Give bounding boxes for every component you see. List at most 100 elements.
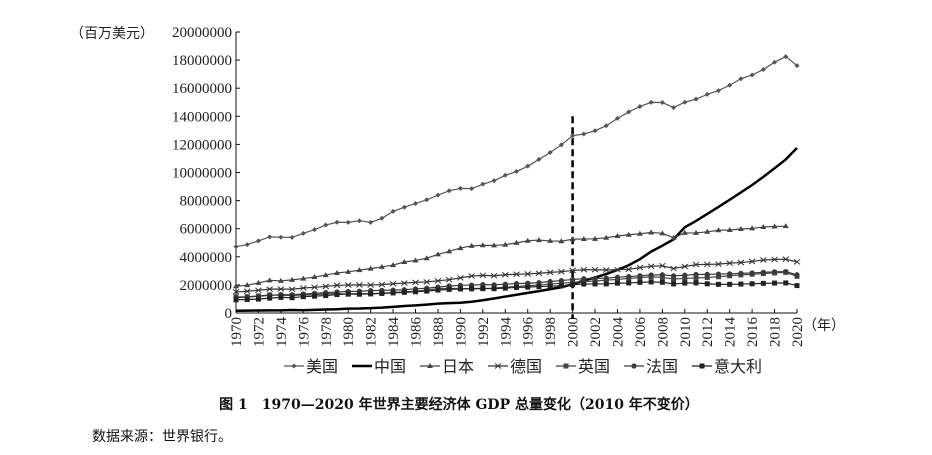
- data-point: [457, 286, 463, 292]
- y-tick-label: 18000000: [172, 53, 232, 69]
- legend-item: 美国: [284, 358, 338, 376]
- data-point: [277, 286, 285, 292]
- data-point: [760, 257, 767, 263]
- data-point: [738, 76, 744, 82]
- data-point: [434, 251, 441, 257]
- data-point: [524, 237, 531, 243]
- data-point: [748, 258, 756, 265]
- data-point: [479, 242, 486, 248]
- data-point: [514, 284, 519, 290]
- data-point: [693, 275, 699, 281]
- legend-item: 日本: [420, 358, 474, 376]
- data-point: [546, 269, 554, 276]
- data-point: [547, 237, 554, 243]
- legend-item: 德国: [488, 358, 542, 376]
- data-point: [704, 281, 710, 287]
- data-point: [783, 280, 789, 286]
- data-point: [671, 281, 677, 287]
- data-point: [300, 230, 306, 236]
- data-point: [715, 88, 721, 94]
- data-point: [368, 219, 374, 225]
- data-point: [670, 273, 677, 279]
- data-point: [715, 281, 721, 287]
- data-point: [603, 275, 609, 281]
- data-point: [659, 274, 665, 280]
- x-tick-label: 2004: [610, 317, 626, 348]
- data-point: [401, 204, 407, 210]
- data-point: [266, 286, 273, 292]
- x-tick-label: 1994: [498, 317, 514, 348]
- data-point: [536, 284, 542, 290]
- data-point: [648, 229, 655, 235]
- data-point: [424, 288, 430, 294]
- x-tick-label: 1974: [274, 317, 290, 348]
- data-point: [266, 277, 273, 283]
- data-point: [491, 242, 498, 248]
- data-point: [244, 282, 251, 288]
- data-point: [535, 270, 543, 277]
- data-point: [558, 277, 564, 284]
- data-point: [367, 265, 374, 271]
- data-point: [413, 289, 419, 295]
- data-point: [435, 192, 441, 198]
- data-point: [793, 258, 801, 265]
- data-point: [379, 290, 385, 296]
- data-point: [626, 280, 632, 286]
- y-tick-label: 0: [225, 306, 233, 322]
- data-point: [636, 230, 643, 236]
- data-point: [278, 294, 284, 300]
- data-point: [468, 273, 475, 279]
- data-point: [760, 67, 766, 73]
- data-point: [682, 275, 688, 281]
- data-point: [570, 282, 576, 288]
- data-point: [760, 224, 767, 230]
- data-point: [592, 281, 598, 287]
- axes: 0 2000000 4000000 6000000 8000000 10000000 120…: [172, 25, 806, 347]
- data-point: [311, 274, 318, 280]
- data-point: [671, 105, 677, 111]
- legend-label: 英国: [578, 358, 610, 376]
- data-point: [299, 285, 307, 291]
- data-point: [570, 133, 576, 139]
- data-point: [334, 292, 340, 298]
- data-point: [300, 294, 306, 300]
- x-tick-label: 2016: [745, 317, 761, 348]
- x-tick-label: 1970: [229, 317, 245, 347]
- data-point: [726, 226, 733, 232]
- data-point: [524, 271, 532, 277]
- data-point: [344, 282, 352, 288]
- x-tick-label: 1972: [251, 317, 267, 347]
- x-tick-label: 2012: [700, 317, 716, 347]
- data-point: [726, 260, 734, 267]
- data-point: [614, 280, 620, 286]
- data-point: [536, 156, 542, 162]
- data-point: [311, 284, 318, 291]
- data-point: [255, 279, 262, 285]
- data-point: [412, 257, 419, 263]
- data-point: [434, 277, 442, 284]
- caption-text: 1970—2020 年世界主要经济体 GDP 总量变化（2010 年不变价）: [261, 397, 699, 413]
- data-point: [648, 279, 654, 285]
- legend-label: 意大利: [714, 357, 762, 376]
- data-point: [704, 228, 711, 234]
- data-point: [581, 281, 587, 287]
- data-point: [581, 131, 587, 137]
- data-point: [693, 96, 699, 102]
- data-point: [547, 150, 553, 156]
- data-point: [367, 282, 374, 288]
- data-point: [693, 271, 699, 278]
- data-point: [715, 227, 722, 233]
- x-tick-label: 2006: [633, 317, 649, 348]
- legend-item: 英国: [556, 358, 610, 376]
- data-point: [659, 230, 666, 236]
- y-axis-label: （百万美元）: [70, 26, 154, 42]
- data-point: [737, 259, 745, 266]
- data-point: [322, 272, 329, 278]
- series-0: [233, 54, 800, 250]
- legend-label: 美国: [306, 358, 338, 376]
- data-point: [412, 279, 419, 286]
- data-point: [715, 274, 721, 280]
- data-point: [738, 281, 744, 287]
- data-point: [469, 186, 475, 192]
- data-point: [659, 272, 665, 278]
